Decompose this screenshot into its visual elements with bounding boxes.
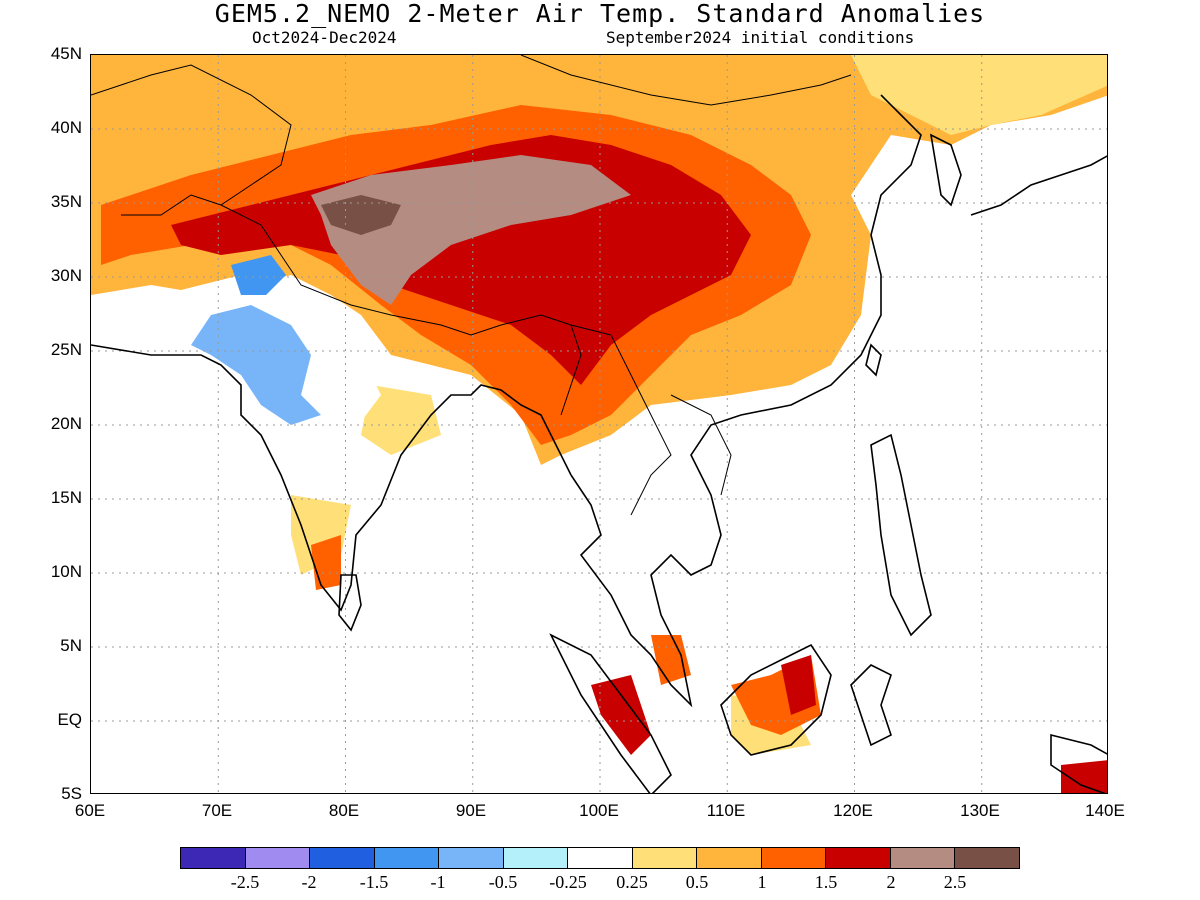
lon-tick-label: 100E — [579, 801, 619, 820]
legend-label: -0.25 — [549, 872, 587, 892]
anomaly-region-14 — [781, 655, 816, 715]
anomaly-region-7 — [191, 305, 321, 425]
lat-tick-label: 40N — [50, 118, 82, 137]
anomaly-fields — [91, 55, 1107, 793]
coastline-philippines — [870, 433, 932, 637]
lat-tick-label: 35N — [50, 192, 82, 211]
legend-label: 2.5 — [943, 872, 967, 892]
coastline-japan — [970, 155, 1107, 216]
legend-swatch — [310, 848, 375, 868]
anomaly-region-4 — [361, 385, 441, 455]
border-line — [670, 394, 732, 496]
coastline-sumatra — [549, 633, 672, 793]
lon-tick-label: 90E — [455, 801, 487, 820]
border-line — [520, 55, 852, 106]
map-title: GEM5.2_NEMO 2-Meter Air Temp. Standard A… — [214, 0, 986, 28]
coastline-borneo — [720, 643, 832, 756]
legend-label: 1.5 — [814, 872, 838, 892]
lat-tick-label: 30N — [50, 266, 82, 285]
border-line — [121, 194, 222, 216]
legend-label: 0.5 — [685, 872, 709, 892]
anomaly-region-12 — [321, 195, 401, 235]
anomaly-region-15 — [591, 675, 651, 755]
coastline-taiwan — [865, 343, 882, 377]
legend-label: 1 — [757, 872, 767, 892]
anomaly-region-18 — [1061, 760, 1107, 793]
legend-label: -0.5 — [488, 872, 518, 892]
coastline-india — [91, 344, 572, 612]
coastline-new-guinea — [1050, 733, 1107, 793]
legend-label: -1.5 — [359, 872, 389, 892]
legend-label: -2 — [301, 872, 317, 892]
legend-label: 0.25 — [616, 872, 648, 892]
country-borders — [91, 55, 852, 516]
lat-tick-label: 5N — [60, 636, 82, 655]
border-line — [570, 324, 672, 516]
legend-swatch — [955, 848, 1019, 868]
anomaly-region-11 — [311, 155, 631, 305]
coastline-sri-lanka — [338, 574, 362, 632]
border-line — [220, 204, 572, 336]
lat-tick-label: EQ — [57, 710, 82, 729]
lon-tick-label: 70E — [201, 801, 233, 820]
color-legend — [180, 847, 1020, 869]
gridlines — [91, 55, 1107, 793]
lat-tick-label: 20N — [50, 414, 82, 433]
border-line — [560, 324, 582, 416]
initial-conditions: September2024 initial conditions — [606, 28, 915, 47]
coastline-mainland-china — [870, 94, 922, 236]
lon-tick-label: 110E — [706, 801, 746, 820]
legend-swatch — [697, 848, 762, 868]
map-canvas — [91, 55, 1107, 793]
coastline-korea — [929, 133, 962, 207]
legend-swatch — [890, 848, 956, 868]
legend-label: -2.5 — [230, 872, 260, 892]
lon-tick-label: 80E — [328, 801, 360, 820]
coastlines — [91, 94, 1107, 793]
legend-swatch — [374, 848, 440, 868]
legend-swatch — [568, 848, 633, 868]
lon-tick-label: 140E — [1085, 801, 1125, 820]
lat-tick-label: 45N — [50, 44, 82, 63]
legend-swatch — [503, 848, 569, 868]
lon-tick-label: 130E — [960, 801, 1000, 820]
anomaly-region-8 — [231, 255, 286, 295]
legend-swatch — [439, 848, 504, 868]
legend-swatch — [245, 848, 311, 868]
anomaly-region-2 — [851, 55, 1107, 135]
lat-tick-label: 15N — [50, 488, 82, 507]
border-line — [91, 64, 292, 206]
legend-swatch — [826, 848, 891, 868]
lat-tick-label: 25N — [50, 340, 82, 359]
legend-swatch — [632, 848, 698, 868]
legend-swatch — [181, 848, 246, 868]
lat-tick-label: 5S — [61, 784, 82, 803]
legend-label: -1 — [430, 872, 446, 892]
coastline-sulawesi — [850, 664, 892, 747]
forecast-period: Oct2024-Dec2024 — [252, 28, 397, 47]
lon-tick-label: 120E — [833, 801, 873, 820]
lat-tick-label: 10N — [50, 562, 82, 581]
coastline-indochina — [570, 234, 882, 708]
anomaly-map — [90, 54, 1108, 794]
legend-swatch — [761, 848, 827, 868]
lon-tick-label: 60E — [74, 801, 106, 820]
legend-label: 2 — [886, 872, 896, 892]
